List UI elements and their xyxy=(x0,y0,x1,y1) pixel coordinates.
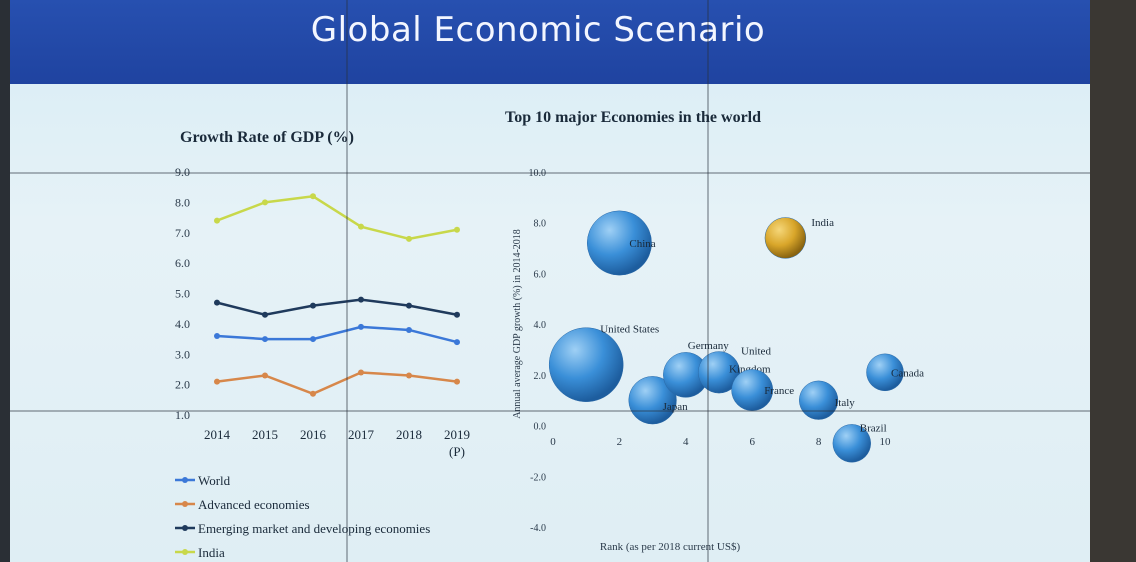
data-point xyxy=(454,311,460,318)
legend-entry: Emerging market and developing economies xyxy=(198,521,430,536)
bubble-united-states xyxy=(548,327,624,402)
title-banner: Global Economic Scenario xyxy=(10,0,1090,84)
chart-title: Growth Rate of GDP (%) xyxy=(180,129,354,146)
data-point xyxy=(262,336,268,343)
y-tick-label: 6.0 xyxy=(175,256,190,270)
y-tick-label: 2.0 xyxy=(534,371,547,382)
gdp-growth-line-chart: Growth Rate of GDP (%) 9.0 8.0 7.0 6.0 5.0 4.… xyxy=(175,129,470,560)
y-tick-label: 7.0 xyxy=(175,226,190,240)
data-point xyxy=(406,235,412,242)
bubble-united-kingdom xyxy=(697,351,741,394)
data-point xyxy=(454,226,460,233)
bubble-china xyxy=(586,210,652,276)
data-point xyxy=(214,299,220,306)
data-point xyxy=(262,311,268,318)
x-tick-label: 2018 xyxy=(396,427,422,442)
x-tick-label: 6 xyxy=(749,436,755,448)
x-tick-label: 2019 (P) xyxy=(444,427,470,459)
data-point xyxy=(310,193,316,200)
bubble-label: Germany xyxy=(688,340,729,352)
data-point xyxy=(454,339,460,346)
bubble-france xyxy=(731,369,774,411)
y-tick-label: 1.0 xyxy=(175,408,190,422)
y-tick-label: 9.0 xyxy=(175,165,190,179)
bubble-label: India xyxy=(811,217,834,229)
x-tick-label: 10 xyxy=(880,436,892,448)
bubble-label: Brazil xyxy=(860,422,887,434)
data-point xyxy=(262,199,268,206)
top-economies-bubble-chart: Top 10 major Economies in the world Annu… xyxy=(505,109,924,553)
bubble-label: Canada xyxy=(891,367,924,379)
y-tick-label: 8.0 xyxy=(534,219,547,230)
panel-seam xyxy=(10,410,1090,412)
data-point xyxy=(358,369,364,376)
y-tick-label: 4.0 xyxy=(175,317,190,331)
data-point xyxy=(358,223,364,230)
y-tick-label: 6.0 xyxy=(534,269,547,280)
data-point xyxy=(406,302,412,309)
y-tick-label: 10.0 xyxy=(529,168,547,179)
data-point xyxy=(310,390,316,397)
series-line xyxy=(216,325,458,344)
x-tick-label: 2017 xyxy=(348,427,375,442)
y-tick-label: 5.0 xyxy=(175,287,190,301)
x-tick-label: 4 xyxy=(683,436,689,448)
x-tick-label: 8 xyxy=(816,436,822,448)
y-tick-label: 2.0 xyxy=(175,378,190,392)
x-tick-label: 2014 xyxy=(204,427,231,442)
x-tick-label: 2015 xyxy=(252,427,278,442)
y-tick-label: -2.0 xyxy=(530,472,546,483)
bubble-canada xyxy=(866,353,904,392)
y-tick-label: 0.0 xyxy=(534,422,547,433)
legend-entry: World xyxy=(198,473,231,488)
bubble-label: Italy xyxy=(835,397,856,409)
data-point xyxy=(214,333,220,340)
bubble-label: China xyxy=(629,238,655,250)
data-point xyxy=(262,372,268,379)
bubble-italy xyxy=(799,380,839,420)
panel-seam xyxy=(346,0,348,562)
data-point xyxy=(454,378,460,385)
data-point xyxy=(358,296,364,303)
legend-entry: India xyxy=(198,545,225,560)
y-axis-label: Annual average GDP growth (%) in 2014-20… xyxy=(512,229,523,419)
x-tick-label: 2016 xyxy=(300,427,327,442)
panel-seam xyxy=(10,172,1090,174)
bubble-label: United States xyxy=(600,324,659,336)
legend-marker xyxy=(182,525,188,531)
slide-title: Global Economic Scenario xyxy=(310,10,766,50)
chart-title: Top 10 major Economies in the world xyxy=(505,109,761,126)
bubble-brazil xyxy=(832,424,871,463)
bubble-india xyxy=(764,217,807,259)
legend-marker xyxy=(182,477,188,483)
legend-marker xyxy=(182,549,188,555)
data-point xyxy=(406,326,412,333)
y-tick-label: 3.0 xyxy=(175,347,190,361)
projector-screen: Global Economic Scenario Growth Rate of … xyxy=(10,0,1090,562)
data-point xyxy=(310,336,316,343)
x-tick-label: 2 xyxy=(617,436,623,448)
data-point xyxy=(406,372,412,379)
data-point xyxy=(310,302,316,309)
panel-seam xyxy=(707,0,709,562)
y-tick-label: 8.0 xyxy=(175,195,190,209)
data-point xyxy=(214,378,220,385)
y-tick-label: -4.0 xyxy=(530,523,546,534)
x-axis-label: Rank (as per 2018 current US$) xyxy=(600,541,741,553)
y-tick-label: 4.0 xyxy=(534,320,547,331)
bubble-label: Japan xyxy=(663,401,689,413)
screen-frame xyxy=(1090,0,1136,562)
data-point xyxy=(214,217,220,224)
x-tick-label: 0 xyxy=(550,436,556,448)
legend-entry: Advanced economies xyxy=(198,497,310,512)
series-line xyxy=(216,195,458,241)
series-line xyxy=(216,298,458,317)
series-line xyxy=(216,371,458,396)
legend-marker xyxy=(182,501,188,507)
data-point xyxy=(358,323,364,330)
bubble-japan xyxy=(628,376,677,425)
bubble-label: France xyxy=(764,385,794,397)
